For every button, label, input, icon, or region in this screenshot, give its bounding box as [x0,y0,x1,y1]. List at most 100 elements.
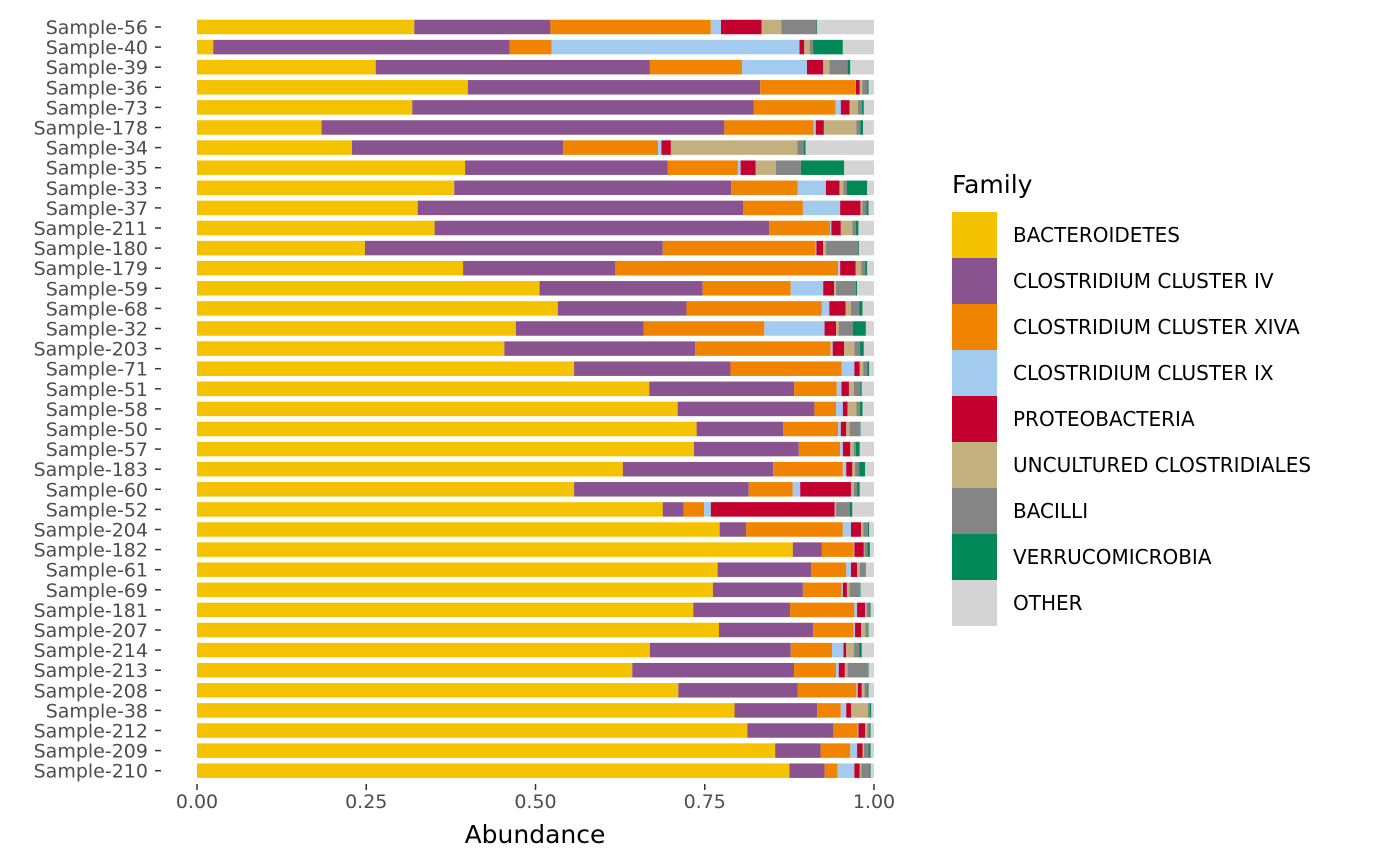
bar-segment-bacilli [866,602,870,618]
bar-sample-37 [197,200,874,216]
bar-segment-clostridium-cluster-iv [321,120,725,135]
bar-segment-proteobacteria [823,281,835,296]
y-tick-label: Sample-212 [34,721,148,743]
bar-sample-182 [197,542,874,557]
bar-segment-clostridium-cluster-ix [741,59,807,75]
bar-segment-proteobacteria [858,723,866,738]
bar-segment-verrucomicrobia [861,100,864,115]
bar-segment-clostridium-cluster-xiva [820,743,851,758]
bar-segment-clostridium-cluster-ix [850,743,858,758]
bar-segment-clostridium-cluster-ix [855,80,856,95]
bar-segment-uncultured-clostridiales [855,260,862,276]
bar-segment-clostridium-cluster-iv [717,562,812,577]
bar-sample-61 [197,562,874,577]
bar-segment-verrucomicrobia [858,240,860,256]
legend-title: Family [952,170,1033,199]
y-tick-label: Sample-59 [46,278,148,300]
bar-segment-clostridium-cluster-iv [718,622,814,638]
bar-sample-210 [197,763,874,778]
bar-segment-clostridium-cluster-iv [539,281,703,296]
legend-label: CLOSTRIDIUM CLUSTER IX [1013,361,1274,385]
bar-segment-clostridium-cluster-iv [712,582,803,598]
bar-segment-bacteroidetes [197,461,623,477]
bar-segment-clostridium-cluster-xiva [686,301,822,316]
bar-segment-clostridium-cluster-ix [842,461,847,477]
bar-segment-bacilli [853,441,856,457]
bar-sample-60 [197,482,874,497]
legend-label: PROTEOBACTERIA [1013,407,1195,431]
bar-segment-other [870,602,874,618]
bar-segment-clostridium-cluster-iv [677,401,815,417]
bar-segment-proteobacteria [661,140,671,155]
bar-segment-uncultured-clostridiales [852,461,856,477]
bar-segment-bacilli [843,180,847,196]
bar-segment-uncultured-clostridiales [862,743,864,758]
bar-segment-clostridium-cluster-xiva [769,220,830,236]
bar-segment-bacteroidetes [197,482,575,497]
legend-label: BACTEROIDETES [1013,223,1180,247]
bar-segment-other [860,582,874,598]
bar-segment-clostridium-cluster-xiva [783,421,839,437]
legend-item-clostridium-cluster-ix: CLOSTRIDIUM CLUSTER IX [952,350,1274,396]
bar-segment-proteobacteria [832,341,845,356]
bar-sample-58 [197,401,874,417]
bar-segment-clostridium-cluster-xiva [550,19,711,35]
bar-segment-clostridium-cluster-ix [832,642,844,658]
bar-segment-verrucomicrobia [847,59,851,75]
bar-segment-clostridium-cluster-iv [649,642,791,658]
bar-segment-proteobacteria [721,19,762,35]
bar-sample-212 [197,723,874,738]
bar-segment-bacilli [853,642,860,658]
x-axis: 0.00 0.25 0.50 0.75 1.00 [176,784,895,813]
bar-sample-209 [197,743,874,758]
bar-segment-other [867,260,874,276]
legend-item-uncultured-clostridiales: UNCULTURED CLOSTRIDIALES [952,442,1311,488]
bar-segment-clostridium-cluster-xiva [833,723,858,738]
bar-segment-clostridium-cluster-xiva [817,703,841,718]
bar-segment-clostridium-cluster-xiva [615,260,839,276]
bar-segment-verrucomicrobia [859,341,864,356]
bar-segment-proteobacteria [842,582,847,598]
bar-segment-clostridium-cluster-ix [704,502,711,517]
bar-segment-uncultured-clostridiales [846,642,854,658]
bar-segment-uncultured-clostridiales [761,19,782,35]
y-tick-label: Sample-181 [34,600,148,622]
bar-segment-proteobacteria [806,59,824,75]
bar-segment-bacilli [864,542,868,557]
bar-sample-183 [197,461,874,477]
bar-segment-bacteroidetes [197,59,376,75]
bar-sample-69 [197,582,874,598]
bar-segment-proteobacteria [840,421,847,437]
bar-segment-verrucomicrobia [813,39,843,55]
bar-segment-clostridium-cluster-ix [846,562,851,577]
bar-segment-proteobacteria [855,622,862,638]
bar-segment-verrucomicrobia [855,281,858,296]
bar-segment-bacteroidetes [197,200,418,216]
bar-sample-213 [197,662,874,678]
bar-segment-bacilli [825,240,859,256]
bar-segment-other [859,441,874,457]
bar-segment-clostridium-cluster-xiva [731,180,798,196]
bar-segment-clostridium-cluster-xiva [797,683,857,698]
bar-sample-36 [197,80,874,95]
bar-segment-bacteroidetes [197,502,663,517]
bar-segment-proteobacteria [740,160,756,175]
y-tick-label: Sample-38 [46,700,148,722]
legend-item-other: OTHER [952,580,1083,626]
bar-segment-proteobacteria [840,260,856,276]
legend-label: BACILLI [1013,499,1088,523]
bar-segment-bacteroidetes [197,160,466,175]
bar-segment-other [862,401,874,417]
bar-segment-uncultured-clostridiales [839,180,844,196]
bar-segment-bacteroidetes [197,260,464,276]
bar-segment-other [859,240,874,256]
bar-segment-uncultured-clostridiales [857,562,860,577]
y-tick-label: Sample-40 [46,37,148,59]
bar-segment-other [860,421,874,437]
bar-segment-bacilli [838,321,854,336]
bar-sample-59 [197,281,874,296]
bar-segment-proteobacteria [710,502,835,517]
bar-segment-uncultured-clostridiales [860,200,863,216]
y-tick-label: Sample-57 [46,439,148,461]
bar-segment-verrucomicrobia [869,703,872,718]
